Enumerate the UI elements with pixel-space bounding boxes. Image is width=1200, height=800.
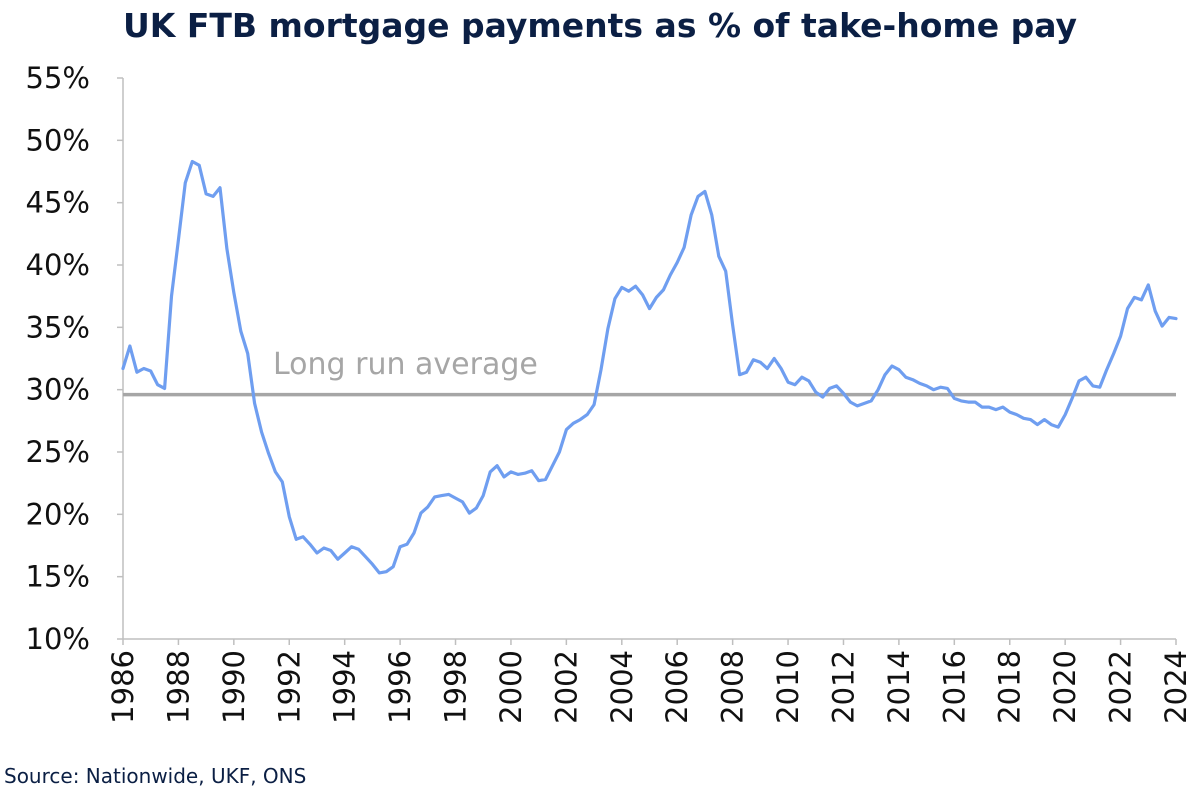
y-tick-label: 35% [26,310,90,344]
y-tick-label: 10% [26,622,90,656]
x-tick-label: 2004 [605,650,639,724]
y-tick-label: 45% [26,186,90,220]
y-axis: 10% 15% 20% 25% 30% 35% 40% 45% 50% 55% [26,61,123,656]
y-tick-label: 30% [26,373,90,407]
series-line-ftb-payments [121,159,1178,575]
x-tick-label: 2024 [1159,650,1193,724]
y-tick-label: 40% [26,248,90,282]
x-tick-label: 1992 [272,650,306,724]
x-tick-label: 1990 [217,650,251,724]
x-tick-label: 2008 [716,650,750,724]
x-tick-label: 1996 [383,650,417,724]
x-tick-label: 2010 [771,650,805,724]
y-tick-label: 55% [26,61,90,95]
y-tick-label: 25% [26,435,90,469]
x-axis: 1986 1988 1990 1992 1994 1996 1998 2000 2002 2004… [106,639,1193,724]
x-tick-label: 2018 [993,650,1027,724]
x-tick-label: 2002 [549,650,583,724]
x-tick-label: 1988 [161,650,195,724]
chart-title: UK FTB mortgage payments as % of take-ho… [122,6,1078,45]
y-tick-label: 50% [26,123,90,157]
long-run-average-label: Long run average [273,347,538,382]
y-tick-label: 20% [26,497,90,531]
x-tick-label: 2000 [494,650,528,724]
x-tick-label: 1998 [439,650,473,724]
x-tick-label: 2006 [660,650,694,724]
x-tick-label: 1986 [106,650,140,724]
x-tick-label: 1994 [328,650,362,724]
x-tick-label: 2012 [826,650,860,724]
y-tick-label: 15% [26,560,90,594]
x-tick-label: 2020 [1048,650,1082,724]
x-tick-label: 2022 [1104,650,1138,724]
x-tick-label: 2014 [882,650,916,724]
x-tick-label: 2016 [937,650,971,724]
source-note: Source: Nationwide, UKF, ONS [4,764,307,788]
